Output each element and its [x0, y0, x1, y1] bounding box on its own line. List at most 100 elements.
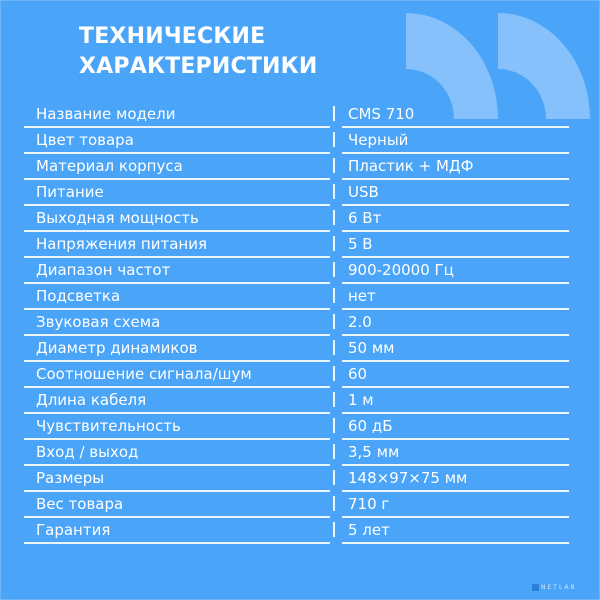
spec-row: Напряжения питания 5 В — [24, 232, 570, 258]
row-divider-right — [342, 490, 569, 492]
title-line-2: ХАРАКТЕРИСТИКИ — [79, 54, 318, 79]
spec-label: Напряжения питания — [36, 235, 207, 253]
spec-value: Черный — [348, 131, 409, 149]
spec-label: Вес товара — [36, 495, 124, 513]
spec-row: Соотношение сигнала/шум 60 — [24, 362, 570, 388]
spec-value: 6 Вт — [348, 209, 382, 227]
spec-value: 710 г — [348, 495, 390, 513]
spec-label: Звуковая схема — [36, 313, 161, 331]
spec-label: Цвет товара — [36, 131, 134, 149]
spec-label: Диаметр динамиков — [36, 339, 198, 357]
page-title: ТЕХНИЧЕСКИЕ ХАРАКТЕРИСТИКИ — [79, 22, 317, 82]
logo-text: NETLAB — [541, 584, 577, 591]
spec-row: Выходная мощность 6 Вт — [24, 206, 570, 232]
spec-row: Вес товара 710 г — [24, 492, 570, 518]
row-divider-right — [342, 230, 569, 232]
row-divider-right — [342, 256, 569, 258]
row-divider-right — [342, 516, 569, 518]
quote-shape-right — [498, 13, 590, 119]
row-divider-left — [24, 204, 330, 206]
spec-label: Питание — [36, 183, 104, 201]
row-divider-left — [24, 516, 330, 518]
column-separator — [333, 288, 335, 303]
spec-label: Диапазон частот — [36, 261, 171, 279]
spec-value: 5 В — [348, 235, 373, 253]
row-divider-right — [342, 204, 569, 206]
spec-value: USB — [348, 183, 379, 201]
spec-value: 50 мм — [348, 339, 395, 357]
spec-label: Гарантия — [36, 521, 111, 539]
row-divider-right — [342, 438, 569, 440]
spec-table: Название модели CMS 710 Цвет товара Черный М… — [24, 102, 570, 544]
spec-label: Материал корпуса — [36, 157, 183, 175]
netlab-logo: NETLAB — [532, 584, 577, 591]
spec-row: Диапазон частот 900-20000 Гц — [24, 258, 570, 284]
quote-shape-left — [406, 13, 498, 119]
spec-row: Материал корпуса Пластик + МДФ — [24, 154, 570, 180]
spec-value: CMS 710 — [348, 105, 415, 123]
spec-label: Название модели — [36, 105, 176, 123]
column-separator — [333, 236, 335, 251]
row-divider-right — [342, 386, 569, 388]
spec-row: Название модели CMS 710 — [24, 102, 570, 128]
row-divider-right — [342, 464, 569, 466]
column-separator — [333, 496, 335, 511]
row-divider-right — [342, 282, 569, 284]
spec-value: 900-20000 Гц — [348, 261, 454, 279]
spec-label: Длина кабеля — [36, 391, 147, 409]
row-divider-left — [24, 308, 330, 310]
column-separator — [333, 340, 335, 355]
spec-label: Выходная мощность — [36, 209, 199, 227]
row-divider-left — [24, 126, 330, 128]
spec-value: 60 дБ — [348, 417, 393, 435]
spec-label: Подсветка — [36, 287, 121, 305]
spec-row: Цвет товара Черный — [24, 128, 570, 154]
row-divider-left — [24, 386, 330, 388]
column-separator — [333, 522, 335, 537]
spec-label: Соотношение сигнала/шум — [36, 365, 252, 383]
row-divider-left — [24, 152, 330, 154]
column-separator — [333, 158, 335, 173]
spec-row: Подсветка нет — [24, 284, 570, 310]
column-separator — [333, 106, 335, 121]
column-separator — [333, 210, 335, 225]
row-divider-right — [342, 360, 569, 362]
row-divider-left — [24, 230, 330, 232]
row-divider-left — [24, 542, 330, 544]
spec-row: Вход / выход 3,5 мм — [24, 440, 570, 466]
row-divider-left — [24, 282, 330, 284]
spec-value: 5 лет — [348, 521, 390, 539]
column-separator — [333, 418, 335, 433]
spec-value: 3,5 мм — [348, 443, 400, 461]
spec-row: Диаметр динамиков 50 мм — [24, 336, 570, 362]
column-separator — [333, 392, 335, 407]
title-line-1: ТЕХНИЧЕСКИЕ — [79, 24, 266, 49]
logo-square-icon — [532, 584, 539, 591]
spec-row: Размеры 148×97×75 мм — [24, 466, 570, 492]
spec-value: Пластик + МДФ — [348, 157, 474, 175]
row-divider-left — [24, 438, 330, 440]
row-divider-right — [342, 178, 569, 180]
row-divider-left — [24, 490, 330, 492]
row-divider-left — [24, 360, 330, 362]
spec-row: Питание USB — [24, 180, 570, 206]
column-separator — [333, 470, 335, 485]
row-divider-right — [342, 542, 569, 544]
row-divider-left — [24, 412, 330, 414]
spec-row: Длина кабеля 1 м — [24, 388, 570, 414]
spec-label: Размеры — [36, 469, 105, 487]
column-separator — [333, 262, 335, 277]
spec-value: 148×97×75 мм — [348, 469, 468, 487]
row-divider-right — [342, 334, 569, 336]
row-divider-right — [342, 126, 569, 128]
row-divider-left — [24, 464, 330, 466]
spec-value: 60 — [348, 365, 368, 383]
column-separator — [333, 444, 335, 459]
spec-row: Гарантия 5 лет — [24, 518, 570, 544]
column-separator — [333, 314, 335, 329]
row-divider-right — [342, 152, 569, 154]
row-divider-right — [342, 412, 569, 414]
row-divider-left — [24, 334, 330, 336]
spec-value: 2.0 — [348, 313, 372, 331]
spec-value: нет — [348, 287, 376, 305]
